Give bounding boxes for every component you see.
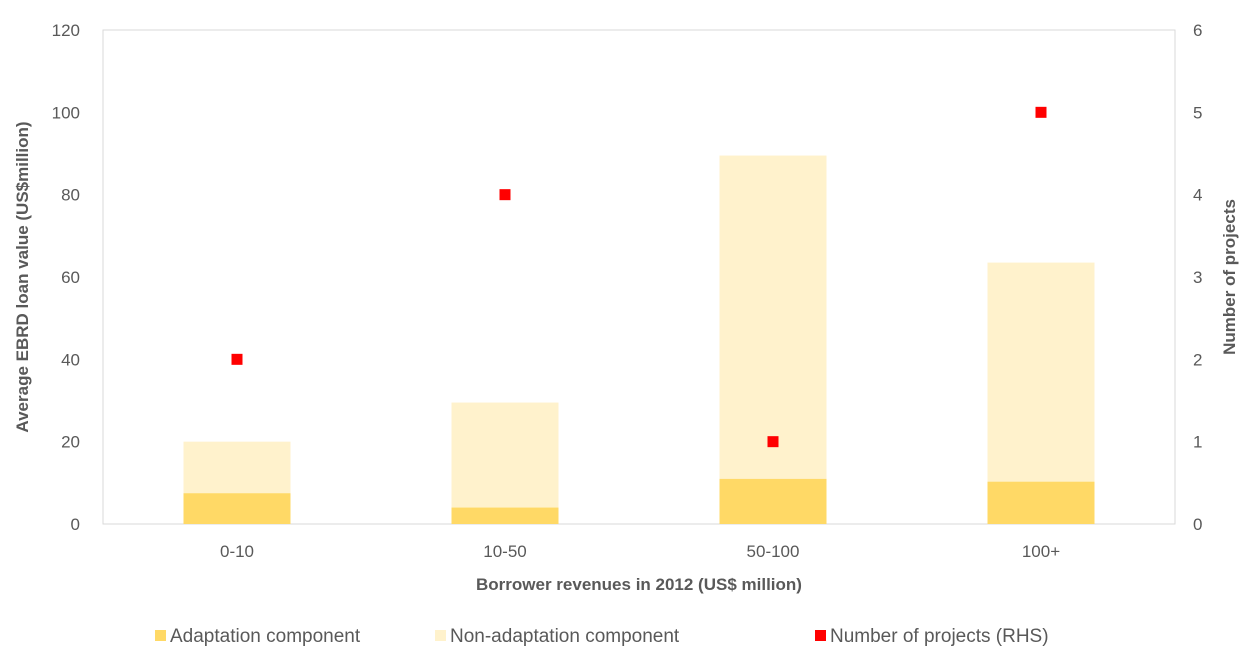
y2-tick-label-0: 0 <box>1193 515 1202 534</box>
bar-non-adaptation-1 <box>451 402 559 508</box>
legend-swatch-number-of-projects <box>815 630 826 641</box>
point-number-of-projects-2 <box>767 436 779 448</box>
point-number-of-projects-1 <box>499 189 511 201</box>
x-axis-title: Borrower revenues in 2012 (US$ million) <box>476 575 802 594</box>
x-tick-label-2: 50-100 <box>747 542 800 561</box>
y-tick-label-6: 120 <box>52 21 80 40</box>
y-tick-label-3: 60 <box>61 268 80 287</box>
y2-tick-label-2: 2 <box>1193 350 1202 369</box>
x-tick-label-3: 100+ <box>1022 542 1060 561</box>
legend-label-non-adaptation: Non-adaptation component <box>450 626 680 647</box>
y2-tick-label-4: 4 <box>1193 186 1202 205</box>
y-tick-label-4: 80 <box>61 186 80 205</box>
plot-area-frame <box>102 29 1176 525</box>
y2-axis-ticks: 0 1 2 3 4 5 6 <box>1193 21 1202 534</box>
y-tick-label-5: 100 <box>52 103 80 122</box>
y-tick-label-2: 40 <box>61 350 80 369</box>
legend-item-non-adaptation: Non-adaptation component <box>435 626 680 647</box>
y-tick-label-0: 0 <box>71 515 80 534</box>
x-tick-label-0: 0-10 <box>220 542 254 561</box>
legend: Adaptation component Non-adaptation comp… <box>155 626 1049 647</box>
legend-item-adaptation: Adaptation component <box>155 626 361 647</box>
y-tick-label-1: 20 <box>61 433 80 452</box>
legend-swatch-adaptation <box>155 630 166 641</box>
bar-adaptation-1 <box>451 507 559 524</box>
legend-label-adaptation: Adaptation component <box>170 626 361 647</box>
bar-non-adaptation-2 <box>719 155 827 479</box>
y2-axis-title: Number of projects <box>1220 199 1239 355</box>
y2-tick-label-1: 1 <box>1193 433 1202 452</box>
bar-adaptation-0 <box>183 493 291 524</box>
y2-tick-label-3: 3 <box>1193 268 1202 287</box>
y2-tick-label-5: 5 <box>1193 103 1202 122</box>
bars-layer <box>183 155 1095 524</box>
points-layer <box>231 106 1047 448</box>
x-axis-ticks: 0-10 10-50 50-100 100+ <box>220 542 1060 561</box>
bar-non-adaptation-3 <box>987 262 1095 482</box>
legend-swatch-non-adaptation <box>435 630 446 641</box>
point-number-of-projects-0 <box>231 353 243 365</box>
legend-label-number-of-projects: Number of projects (RHS) <box>830 626 1049 647</box>
point-number-of-projects-3 <box>1035 106 1047 118</box>
y-axis-title: Average EBRD loan value (US$million) <box>13 121 32 432</box>
bar-non-adaptation-0 <box>183 441 291 494</box>
y-axis-ticks: 0 20 40 60 80 100 120 <box>52 21 80 534</box>
bar-adaptation-2 <box>719 478 827 524</box>
legend-item-number-of-projects: Number of projects (RHS) <box>815 626 1049 647</box>
bar-adaptation-3 <box>987 481 1095 524</box>
y2-tick-label-6: 6 <box>1193 21 1202 40</box>
x-tick-label-1: 10-50 <box>483 542 526 561</box>
